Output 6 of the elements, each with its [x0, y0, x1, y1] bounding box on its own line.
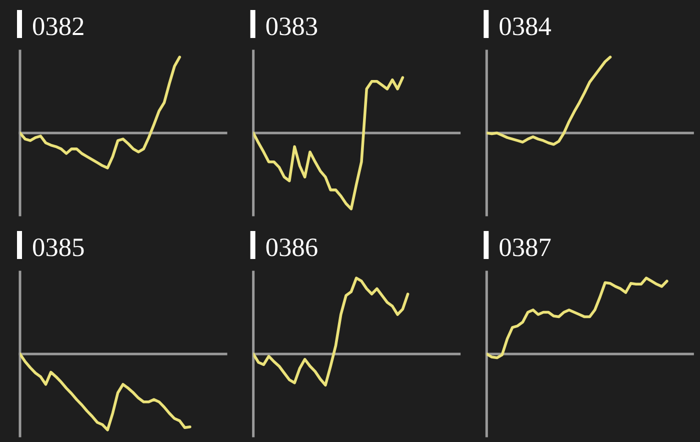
- chart-title: 0383: [266, 17, 318, 36]
- chart-title: 0384: [500, 17, 552, 36]
- chart-title: 0387: [500, 238, 551, 256]
- chart-title: 0386: [266, 238, 318, 256]
- chart-title: 0382: [33, 17, 84, 36]
- chart-title: 0385: [33, 238, 84, 256]
